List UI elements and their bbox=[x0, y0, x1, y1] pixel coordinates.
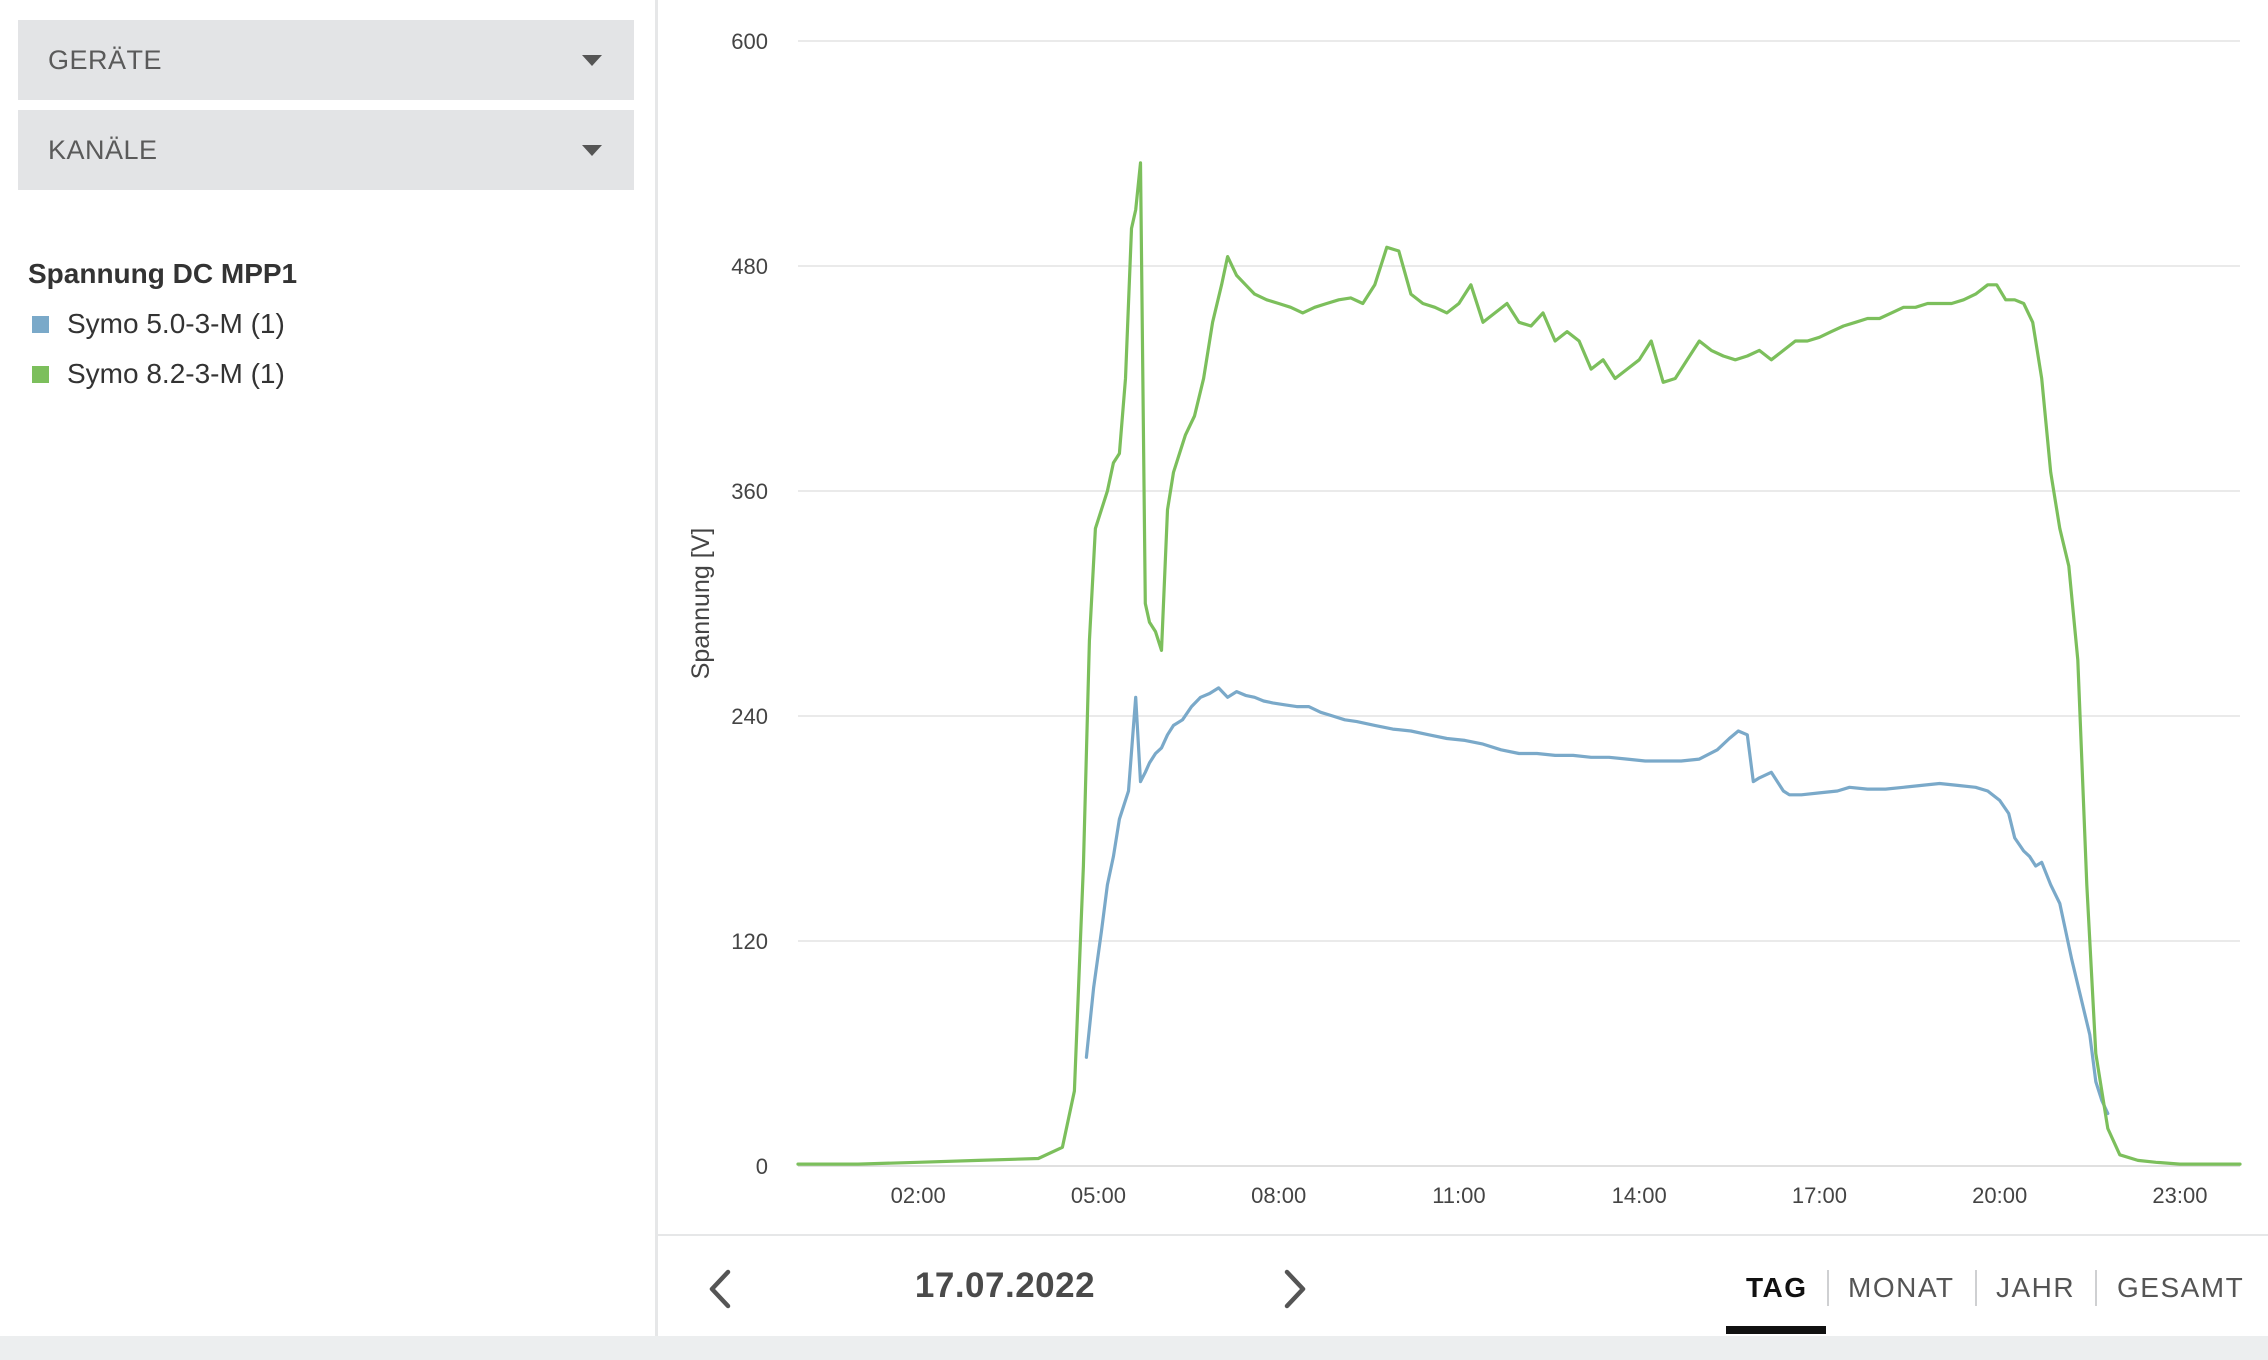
voltage-chart: 0 120 240 360 480 600 02:00 05:00 08:00 11:00 14:0… bbox=[687, 29, 2242, 1208]
footer-strip bbox=[0, 1336, 2268, 1360]
series-line-1 bbox=[796, 161, 2242, 1166]
tab-separator bbox=[2095, 1270, 2097, 1306]
date-display: 17.07.2022 bbox=[914, 1266, 1096, 1305]
chevron-left-icon[interactable] bbox=[700, 1264, 740, 1314]
x-tick-label: 08:00 bbox=[1251, 1183, 1306, 1208]
channels-dropdown-label: KANÄLE bbox=[48, 134, 158, 165]
sidebar: GERÄTE KANÄLE Spannung DC MPP1 Symo 5.0-… bbox=[0, 0, 655, 1336]
chevron-right-icon[interactable] bbox=[1275, 1264, 1315, 1314]
x-tick-label: 23:00 bbox=[2152, 1183, 2207, 1208]
tab-total[interactable]: GESAMT bbox=[2117, 1272, 2245, 1303]
x-tick-label: 20:00 bbox=[1972, 1183, 2027, 1208]
series-line-0 bbox=[1084, 686, 2110, 1116]
legend-swatch bbox=[32, 315, 49, 333]
y-tick-label: 240 bbox=[731, 704, 768, 729]
caret-down-icon bbox=[582, 55, 602, 66]
tab-separator bbox=[1827, 1270, 1829, 1306]
tab-year[interactable]: JAHR bbox=[1996, 1272, 2076, 1303]
x-tick-label: 05:00 bbox=[1071, 1183, 1126, 1208]
y-tick-label: 480 bbox=[731, 254, 768, 279]
x-tick-label: 14:00 bbox=[1612, 1183, 1667, 1208]
date-navigation-bar bbox=[658, 1236, 2268, 1336]
tab-month[interactable]: MONAT bbox=[1848, 1272, 1955, 1303]
caret-down-icon bbox=[582, 145, 602, 156]
devices-dropdown-label: GERÄTE bbox=[48, 44, 163, 75]
y-tick-label: 600 bbox=[731, 29, 768, 54]
legend-label: Symo 8.2-3-M (1) bbox=[67, 358, 285, 389]
legend-item[interactable]: Symo 5.0-3-M (1) bbox=[32, 308, 285, 340]
y-tick-label: 120 bbox=[731, 929, 768, 954]
tab-separator bbox=[1975, 1270, 1977, 1306]
y-tick-label: 0 bbox=[756, 1154, 768, 1179]
legend-swatch bbox=[32, 365, 49, 383]
tab-day[interactable]: TAG bbox=[1746, 1272, 1808, 1303]
x-tick-label: 17:00 bbox=[1792, 1183, 1847, 1208]
y-tick-label: 360 bbox=[731, 479, 768, 504]
active-tab-indicator bbox=[1726, 1326, 1826, 1334]
legend-title: Spannung DC MPP1 bbox=[28, 258, 298, 289]
legend-label: Symo 5.0-3-M (1) bbox=[67, 308, 285, 339]
bottom-bar-border bbox=[658, 1234, 2268, 1236]
channels-dropdown[interactable]: KANÄLE bbox=[18, 110, 634, 190]
devices-dropdown[interactable]: GERÄTE bbox=[18, 20, 634, 100]
panel-divider bbox=[655, 0, 658, 1336]
y-axis-label: Spannung [V] bbox=[687, 528, 715, 680]
x-tick-label: 02:00 bbox=[891, 1183, 946, 1208]
legend-item[interactable]: Symo 8.2-3-M (1) bbox=[32, 358, 285, 390]
x-tick-label: 11:00 bbox=[1432, 1183, 1485, 1208]
